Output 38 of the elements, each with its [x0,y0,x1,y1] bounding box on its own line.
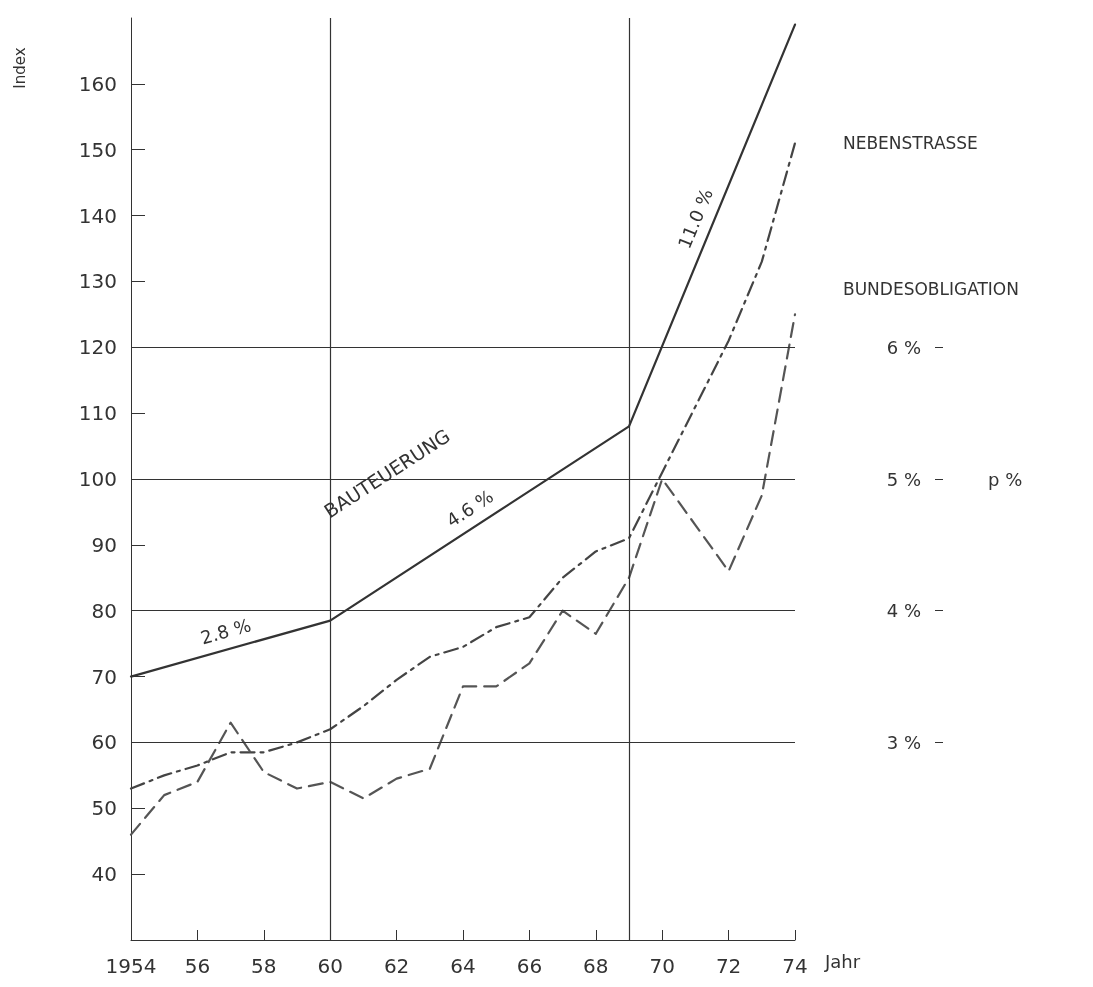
annotation: 4.6 % [442,485,498,532]
x-axis-title: Jahr [824,950,861,972]
x-tick-label: 70 [649,954,675,978]
x-tick-label: 72 [715,954,742,978]
line-series [129,142,797,790]
y-tick-label: 90 [91,532,117,557]
annotation: 2.8 % [198,614,254,649]
y2-tick-label: 6 % [886,336,921,358]
y-tick-label: 150 [78,137,117,162]
text: NEBENSTRASSE [843,133,978,154]
y2-tick-label: 5 % [886,468,921,490]
y-tick-label: 60 [91,730,117,755]
y-axis-title: Index [10,47,29,89]
x-tick-label: 60 [317,954,343,978]
x-tick-label: 58 [251,954,277,978]
y-tick-label: 100 [78,467,117,491]
x-tick-label: 74 [782,954,808,978]
x-tick-label: 64 [450,954,476,978]
y-tick-label: 70 [91,664,117,689]
y-tick-label: 110 [78,401,117,426]
y-tick-label: 40 [91,862,117,887]
x-tick-label: 62 [383,954,410,978]
x-tick-label: 1954 [105,954,157,978]
text: BUNDESOBLIGATION [843,279,1019,300]
y-tick-label: 160 [78,71,117,96]
y-tick-label: 80 [91,598,117,623]
line-series [129,313,797,836]
y-tick-label: 130 [78,269,117,294]
y2-tick-label: 4 % [886,600,921,622]
y-tick-label: 140 [78,203,117,228]
x-tick-label: 68 [583,954,609,978]
y-tick-label: 50 [91,796,117,821]
x-tick-label: 66 [516,954,543,978]
x-tick-label: 56 [184,954,211,978]
annotation: 11.0 % [673,185,718,252]
y2-tick-label: 3 % [886,731,921,753]
y-tick-label: 120 [78,335,117,360]
y2-axis-title: p % [988,468,1023,490]
